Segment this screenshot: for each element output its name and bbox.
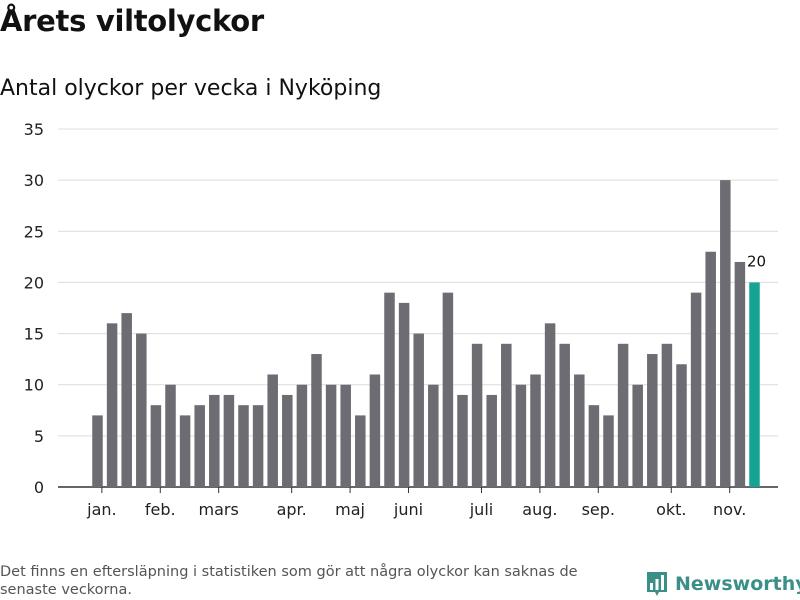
bar [530, 374, 541, 487]
bar-highlighted [749, 282, 760, 487]
y-tick-label: 10 [24, 376, 44, 395]
bar [106, 323, 118, 487]
bar [413, 333, 424, 487]
bar [574, 374, 585, 487]
bar [121, 313, 132, 487]
bar [165, 384, 176, 487]
bar [369, 374, 381, 487]
bar [559, 343, 570, 487]
x-tick-label: aug. [522, 500, 557, 519]
bar [734, 261, 746, 487]
grid-lines [58, 128, 778, 488]
y-tick-label: 25 [24, 222, 44, 241]
y-tick-label: 5 [34, 427, 44, 446]
bar [428, 384, 439, 487]
bar [398, 302, 410, 487]
x-tick-label: sep. [582, 500, 615, 519]
bar [282, 394, 293, 487]
bar [515, 384, 527, 487]
bar [179, 415, 191, 487]
y-tick-label: 15 [24, 325, 44, 344]
bar-chart: 0 5 10 15 20 25 30 35 jan. feb. mars apr. maj juni ju… [24, 120, 778, 519]
data-label: 20 [747, 252, 766, 270]
bar [311, 354, 322, 487]
bar [150, 405, 162, 487]
bar [136, 333, 147, 487]
bar [501, 343, 512, 487]
chart-subtitle: Antal olyckor per vecka i Nyköping [0, 76, 382, 101]
chart-title: Årets viltolyckor [0, 4, 264, 38]
bar [471, 343, 483, 487]
bar [705, 251, 716, 487]
y-tick-label: 35 [24, 120, 44, 139]
x-tick-label: maj [335, 500, 365, 519]
x-tick-label: okt. [656, 500, 686, 519]
bar [486, 394, 497, 487]
bar [544, 323, 556, 487]
bar [296, 384, 308, 487]
bar [340, 384, 351, 487]
y-axis-ticks: 0 5 10 15 20 25 30 35 [24, 120, 44, 497]
x-tick-label: juli [469, 500, 493, 519]
bars [92, 180, 760, 487]
bar [252, 405, 264, 487]
x-tick-label: jan. [86, 500, 116, 519]
bar [690, 292, 702, 487]
x-tick-label: juni [393, 500, 423, 519]
data-labels: 20 [745, 250, 768, 272]
bar [588, 405, 600, 487]
bar [661, 343, 673, 487]
bar [720, 180, 731, 487]
bar [632, 384, 643, 487]
x-axis-ticks: jan. feb. mars apr. maj juni juli aug. sep. okt. n… [86, 487, 746, 519]
x-tick-label: apr. [277, 500, 307, 519]
bar [384, 292, 395, 487]
bar [92, 415, 103, 487]
bar [238, 405, 249, 487]
bar [442, 292, 454, 487]
brand-logo: Newsworthy [645, 570, 800, 598]
y-tick-label: 20 [24, 273, 44, 292]
bar-chart-logo-icon [647, 572, 667, 596]
x-tick-label: feb. [145, 500, 176, 519]
bar [676, 364, 687, 487]
bar [194, 405, 205, 487]
bar [603, 415, 614, 487]
x-tick-label: nov. [713, 500, 746, 519]
bar [355, 415, 366, 487]
x-tick-label: mars [199, 500, 239, 519]
bar [457, 394, 468, 487]
y-tick-label: 0 [34, 478, 44, 497]
bar [647, 354, 658, 487]
bar [325, 384, 337, 487]
bar [223, 394, 235, 487]
y-tick-label: 30 [24, 171, 44, 190]
bar [617, 343, 629, 487]
footnote: Det finns en eftersläpning i statistiken… [0, 564, 578, 598]
bar [209, 394, 220, 487]
brand-name: Newsworthy [675, 573, 800, 595]
bar [267, 374, 278, 487]
